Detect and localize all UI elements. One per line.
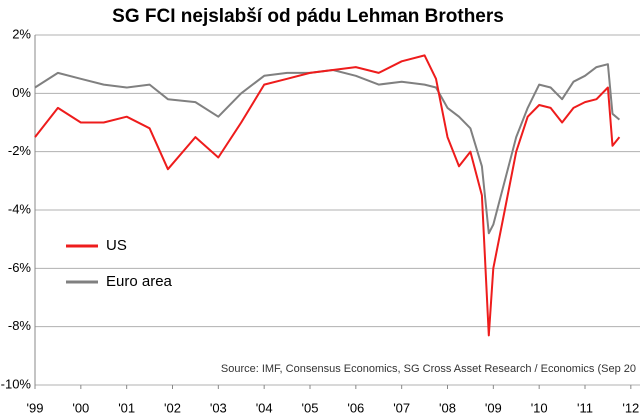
y-tick-label: -4% — [8, 201, 32, 216]
source-note: Source: IMF, Consensus Economics, SG Cro… — [221, 363, 636, 375]
line-series — [34, 54, 621, 337]
line-series — [34, 63, 621, 235]
chart-title: SG FCI nejslabší od pádu Lehman Brothers — [112, 6, 504, 27]
x-tick-label: '11 — [577, 400, 593, 415]
x-tick-label: '00 — [72, 400, 89, 415]
y-tick-label: -8% — [8, 318, 32, 333]
x-tick-label: '01 — [118, 400, 135, 415]
y-tick-label: -2% — [8, 143, 32, 158]
x-tick-label: '05 — [302, 400, 319, 415]
x-tick-label: '10 — [531, 400, 548, 415]
x-tick-label: '03 — [210, 400, 227, 415]
y-tick-label: 2% — [12, 26, 31, 41]
y-tick-label: -10% — [1, 376, 32, 391]
x-tick-label: '08 — [439, 400, 456, 415]
x-tick-label: '02 — [164, 400, 181, 415]
legend-label: US — [106, 237, 127, 254]
legend-label: Euro area — [106, 273, 173, 290]
y-tick-label: 0% — [12, 85, 31, 100]
x-tick-label: '04 — [256, 400, 273, 415]
x-tick-label: '12 — [622, 400, 639, 415]
x-tick-label: '99 — [27, 400, 44, 415]
x-tick-label: '09 — [485, 400, 502, 415]
x-tick-label: '06 — [347, 400, 364, 415]
x-tick-label: '07 — [393, 400, 410, 415]
y-tick-label: -6% — [8, 260, 32, 275]
